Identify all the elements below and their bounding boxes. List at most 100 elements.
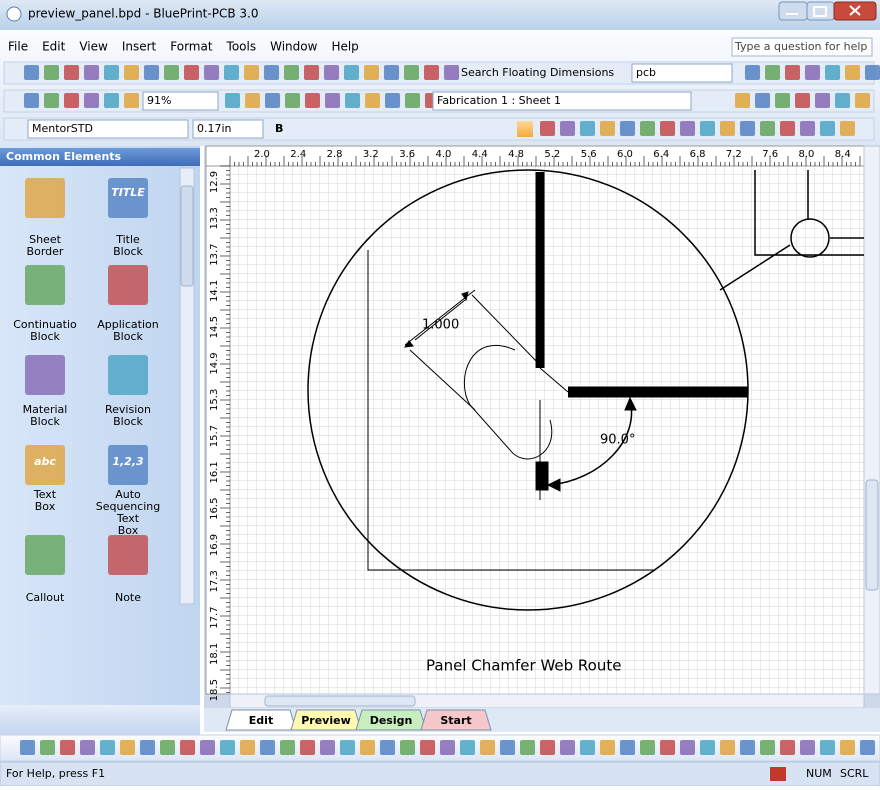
menu-item[interactable]: File [8, 40, 28, 54]
toolbar-button[interactable] [204, 65, 219, 80]
toolbar-button[interactable] [304, 65, 319, 80]
toolbar-button[interactable] [735, 93, 750, 108]
toolbar-button[interactable] [620, 740, 635, 755]
toolbar-button[interactable] [104, 93, 119, 108]
toolbar-button[interactable] [84, 65, 99, 80]
toolbar-button[interactable] [840, 740, 855, 755]
toolbar-button[interactable] [400, 740, 415, 755]
toolbar-button[interactable] [60, 740, 75, 755]
toolbar-button[interactable] [860, 740, 875, 755]
toolbar-button[interactable] [20, 740, 35, 755]
element-icon[interactable] [108, 445, 148, 485]
search-floating-dimensions[interactable]: Search Floating Dimensions [461, 66, 614, 79]
element-icon[interactable] [108, 178, 148, 218]
toolbar-button[interactable] [160, 740, 175, 755]
toolbar-button[interactable] [444, 65, 459, 80]
menu-item[interactable]: Help [331, 40, 358, 54]
toolbar-button[interactable] [345, 93, 360, 108]
toolbar-button[interactable] [245, 93, 260, 108]
toolbar-button[interactable] [144, 65, 159, 80]
toolbar-button[interactable] [640, 121, 655, 136]
bold-button[interactable]: B [275, 122, 283, 135]
toolbar-button[interactable] [740, 740, 755, 755]
toolbar-button[interactable] [745, 65, 760, 80]
toolbar-button[interactable] [775, 93, 790, 108]
menu-item[interactable]: Format [170, 40, 213, 54]
toolbar-button[interactable] [600, 121, 615, 136]
toolbar-button[interactable] [660, 740, 675, 755]
element-icon[interactable] [108, 355, 148, 395]
toolbar-button[interactable] [364, 65, 379, 80]
toolbar-button[interactable] [80, 740, 95, 755]
toolbar-button[interactable] [540, 740, 555, 755]
toolbar-button[interactable] [404, 65, 419, 80]
size-box[interactable] [192, 119, 264, 139]
minimize-button[interactable] [778, 1, 808, 21]
toolbar-button[interactable] [825, 65, 840, 80]
toolbar-button[interactable] [100, 740, 115, 755]
toolbar-button[interactable] [820, 740, 835, 755]
toolbar-button[interactable] [124, 93, 139, 108]
toolbar-button[interactable] [620, 121, 635, 136]
toolbar-button[interactable] [540, 121, 555, 136]
zoom-box[interactable] [142, 91, 219, 111]
toolbar-button[interactable] [755, 93, 770, 108]
toolbar-button[interactable] [500, 740, 515, 755]
element-icon[interactable] [108, 535, 148, 575]
toolbar-button[interactable] [24, 65, 39, 80]
toolbar-button[interactable] [780, 121, 795, 136]
toolbar-button[interactable] [680, 121, 695, 136]
toolbar-button[interactable] [520, 740, 535, 755]
menu-item[interactable]: Tools [226, 40, 257, 54]
toolbar-button[interactable] [440, 740, 455, 755]
toolbar-button[interactable] [120, 740, 135, 755]
toolbar-button[interactable] [800, 121, 815, 136]
toolbar-button[interactable] [305, 93, 320, 108]
toolbar-button[interactable] [360, 740, 375, 755]
toolbar-button[interactable] [424, 65, 439, 80]
toolbar-button[interactable] [384, 65, 399, 80]
toolbar-button[interactable] [405, 93, 420, 108]
toolbar-button[interactable] [284, 65, 299, 80]
toolbar-button[interactable] [580, 740, 595, 755]
font-box[interactable] [27, 119, 189, 139]
toolbar-button[interactable] [325, 93, 340, 108]
toolbar-button[interactable] [365, 93, 380, 108]
toolbar-button[interactable] [680, 740, 695, 755]
vertical-scrollbar[interactable] [863, 145, 880, 695]
toolbar-button[interactable] [104, 65, 119, 80]
toolbar-button[interactable] [265, 93, 280, 108]
toolbar-button[interactable] [260, 740, 275, 755]
toolbar-button[interactable] [44, 65, 59, 80]
toolbar-button[interactable] [820, 121, 835, 136]
toolbar-button[interactable] [760, 740, 775, 755]
sheet-tab[interactable] [420, 709, 492, 731]
vertical-scroll-thumb[interactable] [865, 479, 879, 591]
toolbar-button[interactable] [280, 740, 295, 755]
toolbar-button[interactable] [785, 65, 800, 80]
toolbar-button[interactable] [835, 93, 850, 108]
toolbar-button[interactable] [40, 740, 55, 755]
toolbar-button[interactable] [640, 740, 655, 755]
toolbar-button[interactable] [700, 121, 715, 136]
element-icon[interactable] [25, 178, 65, 218]
toolbar-button[interactable] [380, 740, 395, 755]
toolbar-button[interactable] [220, 740, 235, 755]
toolbar-button[interactable] [344, 65, 359, 80]
toolbar-button[interactable] [84, 93, 99, 108]
toolbar-button[interactable] [660, 121, 675, 136]
toolbar-button[interactable] [840, 121, 855, 136]
maximize-button[interactable] [806, 1, 835, 21]
toolbar-button[interactable] [560, 121, 575, 136]
toolbar-button[interactable] [324, 65, 339, 80]
toolbar-button[interactable] [740, 121, 755, 136]
toolbar-button[interactable] [320, 740, 335, 755]
toolbar-button[interactable] [855, 93, 870, 108]
toolbar-button[interactable] [720, 740, 735, 755]
toolbar-button[interactable] [184, 65, 199, 80]
toolbar-button[interactable] [200, 740, 215, 755]
toolbar-button[interactable] [800, 740, 815, 755]
search-field[interactable] [631, 63, 733, 83]
toolbar-button[interactable] [240, 740, 255, 755]
horizontal-scroll-thumb[interactable] [264, 695, 416, 707]
